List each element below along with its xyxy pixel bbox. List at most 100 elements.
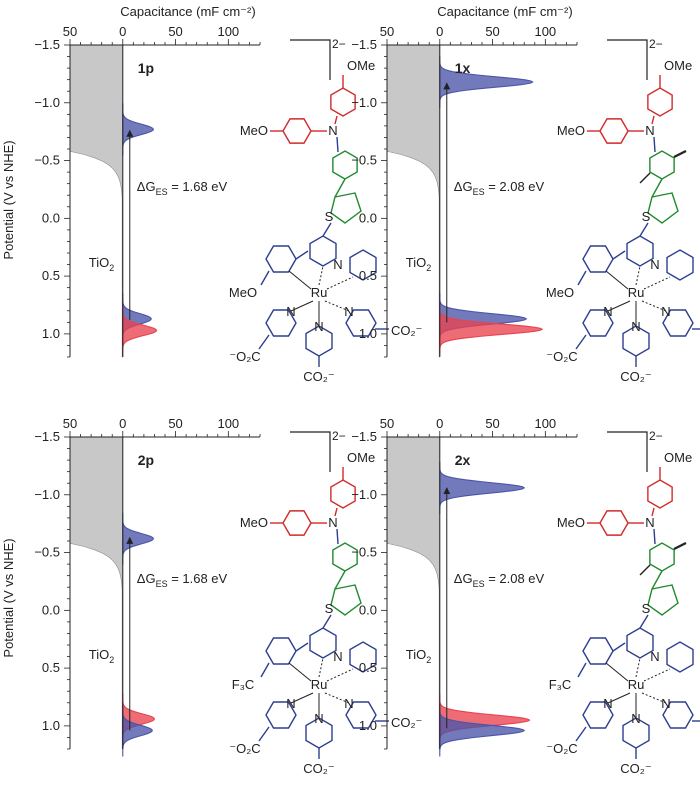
n-bottom-right-label: N (344, 696, 353, 711)
charge-label: 2− (649, 37, 663, 51)
charge-bracket (607, 431, 648, 472)
meo-left-label: MeO (240, 515, 268, 530)
carboxylate-left-label: ⁻O₂C (546, 741, 577, 756)
y-tick-label: −1.0 (351, 95, 377, 110)
s-label: S (642, 601, 651, 616)
bond (577, 662, 587, 678)
bond (639, 172, 651, 184)
bond (635, 657, 641, 678)
y-tick-label: 0.0 (359, 210, 377, 225)
bond (334, 115, 338, 125)
amine-n-label: N (328, 123, 337, 138)
y-tick-label: −1.5 (34, 37, 60, 52)
ring-tpy-central (309, 627, 337, 659)
bond (260, 270, 270, 286)
bond (605, 662, 629, 682)
ring-aryl (582, 637, 614, 665)
amine-n-label: N (645, 515, 654, 530)
s-label: S (325, 209, 334, 224)
bond (324, 300, 350, 312)
meo-left-label: MeO (240, 123, 268, 138)
bond (288, 662, 312, 682)
tio2-label: TiO2 (406, 647, 431, 665)
y-axis-title-top: Potential (V vs NHE) (1, 140, 16, 259)
ring-thiophene (647, 584, 679, 616)
bond (577, 270, 587, 286)
n-bottom-left-label: N (603, 696, 612, 711)
y-tick-label: 0.5 (42, 268, 60, 283)
n-bottom-left-label: N (286, 304, 295, 319)
ring-thiophene (330, 584, 362, 616)
ring-aryl (582, 245, 614, 273)
bond (635, 265, 641, 286)
ring-aryl (265, 637, 297, 665)
bond (651, 570, 663, 590)
ring-tpy-central (309, 235, 337, 267)
x-axis-title-top-right: Capacitance (mF cm⁻²) (437, 4, 572, 19)
ring-thiophene (647, 192, 679, 224)
n-bottom-right-label: N (661, 696, 670, 711)
bond (290, 692, 314, 704)
x-tick-label: 100 (217, 24, 239, 39)
y-tick-label: −0.5 (351, 545, 377, 560)
ome-top-label: OMe (664, 450, 692, 465)
n-bottom-left-label: N (603, 304, 612, 319)
s-label: S (642, 209, 651, 224)
x-tick-label: 50 (485, 416, 499, 431)
tio2-dos-area (69, 44, 124, 358)
bond (673, 542, 687, 550)
ring-linker (332, 150, 358, 180)
band-blue-0 (439, 462, 526, 514)
charge-label: 2− (649, 429, 663, 443)
panel-label: 2p (138, 452, 154, 468)
bond (258, 334, 270, 350)
bond (643, 668, 671, 682)
y-tick-label: −1.0 (351, 487, 377, 502)
ring-bottom-left (265, 701, 297, 729)
panel-label: 1p (138, 60, 154, 76)
ring-tpy-right (666, 641, 694, 673)
ring-aryl (265, 245, 297, 273)
carboxylate-right-label: CO₂⁻ (391, 715, 422, 730)
x-tick-label: 50 (168, 24, 182, 39)
ome-top-label: OMe (347, 450, 375, 465)
bond (653, 528, 656, 545)
x-tick-label: 50 (485, 24, 499, 39)
tio2-dos-area (386, 436, 441, 750)
charge-label: 2− (332, 37, 346, 51)
carboxylate-bottom-label: CO₂⁻ (620, 761, 651, 776)
n-tpy-label: N (650, 257, 659, 272)
x-tick-label: 0 (119, 416, 126, 431)
ring-tpy-central (626, 235, 654, 267)
n-tpy-label: N (333, 257, 342, 272)
bond (607, 692, 631, 704)
bond (639, 222, 649, 237)
bond (326, 668, 354, 682)
bond (295, 250, 309, 260)
ring-anisyl-top (647, 87, 673, 117)
bond (334, 507, 338, 517)
bond (612, 250, 626, 260)
carboxylate-left-label: ⁻O₂C (229, 741, 260, 756)
bond (318, 657, 324, 678)
y-tick-label: −0.5 (34, 545, 60, 560)
bond (673, 150, 687, 158)
bond (336, 528, 339, 545)
ring-anisyl-left (282, 118, 312, 144)
ring-tpy-right (349, 249, 377, 281)
ring-anisyl-left (282, 510, 312, 536)
ring-tpy-right (666, 249, 694, 281)
ome-top-label: OMe (664, 58, 692, 73)
tio2-dos-area (69, 436, 124, 750)
tio2-label: TiO2 (406, 255, 431, 273)
panel-label: 1x (455, 60, 471, 76)
bond (290, 300, 314, 312)
bond (639, 614, 649, 629)
bond (336, 136, 339, 153)
ring-anisyl-top (647, 479, 673, 509)
bond (295, 642, 309, 652)
ring-tpy-right (349, 641, 377, 673)
bond (643, 276, 671, 290)
